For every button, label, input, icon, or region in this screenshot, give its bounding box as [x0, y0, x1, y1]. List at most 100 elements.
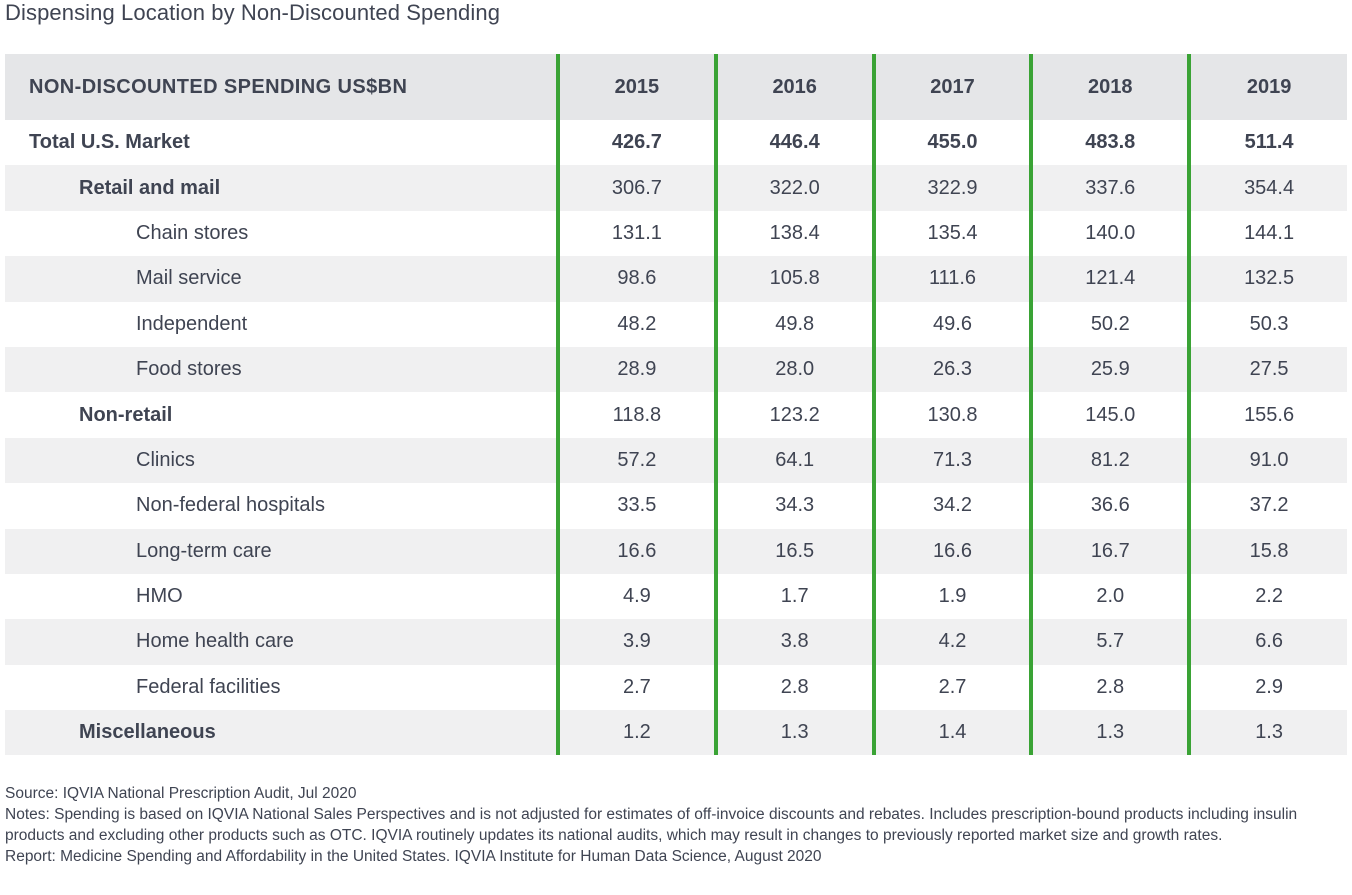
table-row: Long-term care 16.6 16.5 16.6 16.7 15.8	[5, 528, 1347, 574]
data-table: NON-DISCOUNTED SPENDING US$BN 2015 2016 20…	[5, 54, 1347, 756]
cell-value: 1.7	[713, 573, 874, 620]
cell-value: 16.6	[871, 528, 1032, 574]
cell-value: 49.6	[871, 301, 1032, 347]
row-label: Food stores	[136, 358, 242, 381]
footnotes: Source: IQVIA National Prescription Audi…	[5, 783, 1345, 867]
cell-value: 48.2	[556, 301, 716, 347]
cell-value: 511.4	[1187, 120, 1347, 166]
cell-value: 16.5	[713, 528, 874, 574]
cell-value: 57.2	[556, 437, 716, 484]
table-body: Total U.S. Market 426.7 446.4 455.0 483.8 511…	[5, 120, 1347, 756]
cell-value: 25.9	[1029, 346, 1190, 393]
row-label: Non-federal hospitals	[136, 494, 325, 517]
cell-value: 98.6	[556, 256, 716, 302]
cell-value: 105.8	[713, 256, 874, 302]
row-label: Chain stores	[136, 221, 249, 244]
cell-value: 455.0	[871, 120, 1032, 166]
cell-value: 34.2	[871, 483, 1032, 529]
cell-value: 2.0	[1029, 573, 1190, 620]
cell-value: 1.3	[1029, 710, 1190, 756]
cell-value: 140.0	[1029, 210, 1190, 257]
cell-value: 1.2	[556, 710, 716, 756]
cell-value: 135.4	[871, 210, 1032, 257]
row-header-label: NON-DISCOUNTED SPENDING US$BN	[29, 75, 408, 98]
table-row: Miscellaneous 1.2 1.3 1.4 1.3 1.3	[5, 710, 1347, 756]
cell-value: 49.8	[713, 301, 874, 347]
cell-value: 5.7	[1029, 619, 1190, 665]
cell-value: 2.7	[871, 664, 1032, 711]
cell-value: 4.9	[556, 573, 716, 620]
cell-value: 354.4	[1187, 165, 1347, 211]
table-row: Non-retail 118.8 123.2 130.8 145.0 155.6	[5, 392, 1347, 438]
column-header-2018: 2018	[1029, 54, 1190, 120]
cell-value: 1.4	[871, 710, 1032, 756]
row-label: Federal facilities	[136, 675, 281, 698]
cell-value: 71.3	[871, 437, 1032, 484]
source-note: Source: IQVIA National Prescription Audi…	[5, 785, 357, 802]
column-header-2017: 2017	[871, 54, 1032, 120]
cell-value: 111.6	[871, 256, 1032, 302]
row-label: Retail and mail	[79, 176, 221, 199]
row-label: HMO	[136, 585, 183, 608]
cell-value: 27.5	[1187, 346, 1347, 393]
cell-value: 50.3	[1187, 301, 1347, 347]
cell-value: 2.8	[713, 664, 874, 711]
cell-value: 118.8	[556, 392, 716, 438]
cell-value: 322.0	[713, 165, 874, 211]
cell-value: 6.6	[1187, 619, 1347, 665]
cell-value: 483.8	[1029, 120, 1190, 166]
spending-table: NON-DISCOUNTED SPENDING US$BN 2015 2016 20…	[5, 54, 1347, 756]
cell-value: 37.2	[1187, 483, 1347, 529]
cell-value: 131.1	[556, 210, 716, 257]
table-row: Federal facilities 2.7 2.8 2.7 2.8 2.9	[5, 664, 1347, 711]
cell-value: 81.2	[1029, 437, 1190, 484]
row-label: Long-term care	[136, 539, 272, 562]
cell-value: 1.3	[1187, 710, 1347, 756]
column-header-2015: 2015	[556, 54, 716, 120]
row-label: Home health care	[136, 630, 294, 653]
table-row: Food stores 28.9 28.0 26.3 25.9 27.5	[5, 346, 1347, 393]
cell-value: 322.9	[871, 165, 1032, 211]
cell-value: 138.4	[713, 210, 874, 257]
cell-value: 36.6	[1029, 483, 1190, 529]
cell-value: 26.3	[871, 346, 1032, 393]
cell-value: 16.6	[556, 528, 716, 574]
cell-value: 91.0	[1187, 437, 1347, 484]
table-row: Home health care 3.9 3.8 4.2 5.7 6.6	[5, 619, 1347, 665]
cell-value: 3.9	[556, 619, 716, 665]
row-label: Total U.S. Market	[29, 131, 190, 154]
header-row: NON-DISCOUNTED SPENDING US$BN 2015 2016 20…	[5, 54, 1347, 120]
table-row: Chain stores 131.1 138.4 135.4 140.0 144.1	[5, 210, 1347, 257]
cell-value: 2.9	[1187, 664, 1347, 711]
row-label: Clinics	[136, 448, 195, 471]
cell-value: 1.9	[871, 573, 1032, 620]
table-row: HMO 4.9 1.7 1.9 2.0 2.2	[5, 573, 1347, 620]
cell-value: 446.4	[713, 120, 874, 166]
row-label: Miscellaneous	[79, 721, 216, 744]
cell-value: 130.8	[871, 392, 1032, 438]
table-row: Total U.S. Market 426.7 446.4 455.0 483.8 511…	[5, 120, 1347, 166]
table-row: Retail and mail 306.7 322.0 322.9 337.6 354.4	[5, 165, 1347, 211]
cell-value: 16.7	[1029, 528, 1190, 574]
cell-value: 28.0	[713, 346, 874, 393]
notes-text: Notes: Spending is based on IQVIA Nation…	[5, 806, 1298, 844]
cell-value: 34.3	[713, 483, 874, 529]
cell-value: 50.2	[1029, 301, 1190, 347]
cell-value: 2.8	[1029, 664, 1190, 711]
table-row: Mail service 98.6 105.8 111.6 121.4 132.5	[5, 256, 1347, 302]
table-row: Independent 48.2 49.8 49.6 50.2 50.3	[5, 301, 1347, 347]
cell-value: 306.7	[556, 165, 716, 211]
cell-value: 1.3	[713, 710, 874, 756]
cell-value: 144.1	[1187, 210, 1347, 257]
table-row: Non-federal hospitals 33.5 34.3 34.2 36.6 37.…	[5, 483, 1347, 529]
column-header-2016: 2016	[713, 54, 874, 120]
cell-value: 155.6	[1187, 392, 1347, 438]
cell-value: 426.7	[556, 120, 716, 166]
cell-value: 121.4	[1029, 256, 1190, 302]
cell-value: 145.0	[1029, 392, 1190, 438]
cell-value: 132.5	[1187, 256, 1347, 302]
row-label: Mail service	[136, 267, 242, 290]
cell-value: 123.2	[713, 392, 874, 438]
column-header-2019: 2019	[1187, 54, 1347, 120]
cell-value: 15.8	[1187, 528, 1347, 574]
